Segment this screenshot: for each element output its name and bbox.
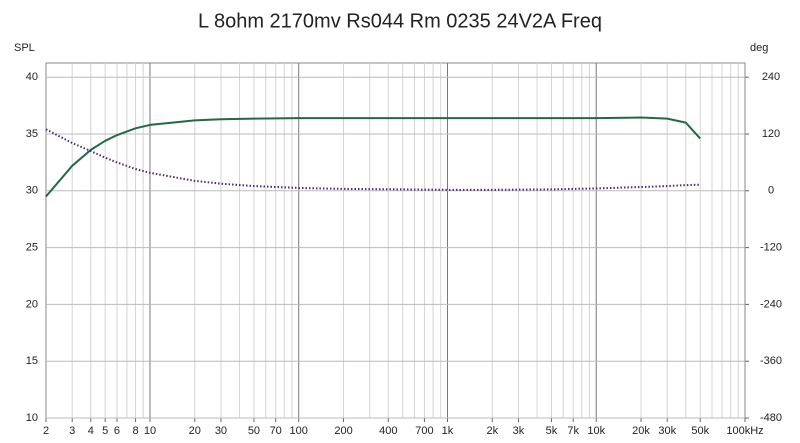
y-tick-label: 40 [26, 71, 38, 83]
x-tick-label: 50k [691, 425, 709, 437]
chart-title: L 8ohm 2170mv Rs044 Rm 0235 24V2A Freq [198, 10, 602, 32]
y2-tick-label: 0 [768, 185, 774, 197]
x-tick-label: 3k [513, 425, 525, 437]
x-tick-label: 100kHz [726, 425, 763, 437]
y2-tick-label: -360 [760, 355, 782, 367]
x-tick-label: 20k [632, 425, 650, 437]
y-tick-label: 25 [26, 242, 38, 254]
x-tick-label: 3 [69, 425, 75, 437]
x-tick-label: 70 [270, 425, 282, 437]
x-tick-label: 200 [334, 425, 352, 437]
x-tick-label: 20 [189, 425, 201, 437]
x-tick-label: 400 [379, 425, 397, 437]
y2-tick-label: -120 [760, 242, 782, 254]
x-tick-label: 5 [102, 425, 108, 437]
series-line [45, 116, 701, 198]
x-tick-label: 8 [132, 425, 138, 437]
y-axis-label: SPL [14, 42, 35, 54]
x-tick-label: 30k [658, 425, 676, 437]
y-tick-label: 30 [26, 185, 38, 197]
x-tick-label: 7k [567, 425, 579, 437]
x-tick-label: 100 [290, 425, 308, 437]
x-tick-label: 5k [546, 425, 558, 437]
x-tick-label: 10 [144, 425, 156, 437]
y2-tick-label: 240 [762, 71, 780, 83]
x-tick-label: 2k [486, 425, 498, 437]
x-tick-label: 6 [114, 425, 120, 437]
x-tick-label: 10k [587, 425, 605, 437]
x-tick-label: 50 [248, 425, 260, 437]
x-tick-label: 30 [215, 425, 227, 437]
x-tick-label: 1k [442, 425, 454, 437]
y-tick-label: 15 [26, 355, 38, 367]
x-tick-label: 4 [88, 425, 94, 437]
x-tick-label: 2 [43, 425, 49, 437]
y2-tick-label: 120 [762, 128, 780, 140]
plot-area [45, 62, 746, 419]
y-tick-label: 35 [26, 128, 38, 140]
series-line [45, 128, 701, 191]
y-tick-label: 20 [26, 298, 38, 310]
y2-axis-label: deg [750, 42, 768, 54]
y-tick-label: 10 [26, 412, 38, 424]
y2-tick-label: -480 [760, 412, 782, 424]
y2-tick-label: -240 [760, 298, 782, 310]
x-tick-label: 700 [415, 425, 433, 437]
